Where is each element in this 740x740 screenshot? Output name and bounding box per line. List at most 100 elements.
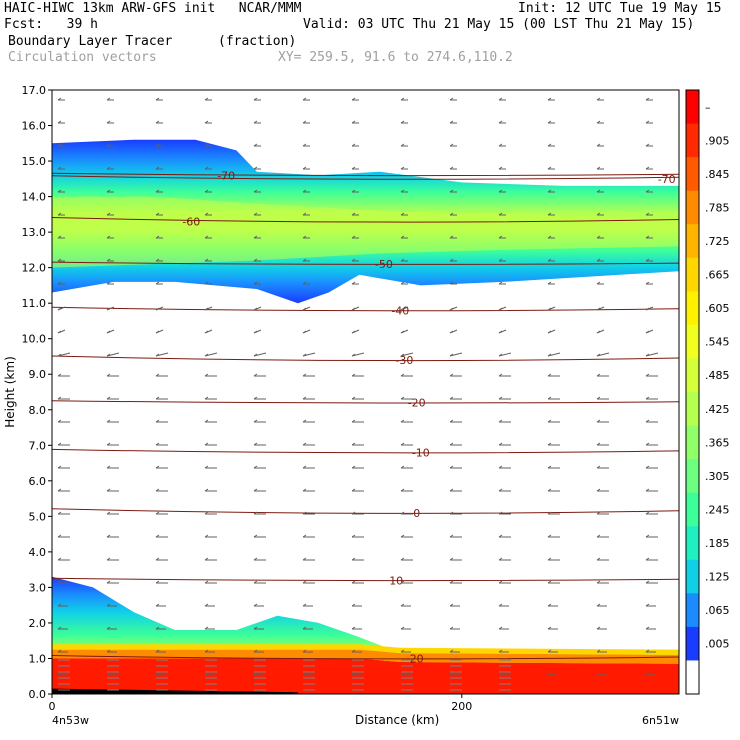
- vector-head: [204, 212, 209, 216]
- y-tick-label: 9.0: [29, 368, 47, 381]
- vector-head: [351, 580, 356, 584]
- vector-head: [645, 258, 650, 262]
- vector-head: [596, 649, 601, 653]
- colorbar-label: .365: [705, 436, 730, 449]
- vector-head: [351, 672, 356, 676]
- vector-head: [498, 166, 503, 170]
- vector-head: [645, 330, 650, 334]
- vector-head: [498, 235, 503, 239]
- x-start-label: 4n53w: [52, 714, 89, 727]
- vector-head: [449, 511, 454, 515]
- vector-head: [302, 120, 307, 124]
- temperature-contour: [52, 261, 679, 265]
- vector-head: [351, 235, 356, 239]
- vector-head: [547, 258, 552, 262]
- vector-head: [498, 120, 503, 124]
- circulation-vector: [302, 352, 316, 357]
- vector-head: [253, 307, 258, 311]
- vector-head: [498, 557, 503, 561]
- vector-head: [351, 465, 356, 469]
- x-tick-label: 200: [451, 700, 472, 713]
- vector-head: [204, 307, 209, 311]
- vector-head: [351, 419, 356, 423]
- colorbar-swatch: [686, 526, 699, 561]
- vector-head: [596, 465, 601, 469]
- vector-head: [57, 580, 62, 584]
- contour-label: -10: [412, 446, 430, 459]
- vector-head: [57, 396, 62, 400]
- vector-head: [400, 166, 405, 170]
- vector-head: [596, 258, 601, 262]
- vector-head: [400, 120, 405, 124]
- vector-head: [351, 330, 356, 334]
- vector-head: [155, 235, 160, 239]
- colorbar-label: –: [705, 101, 711, 114]
- colorbar-label: .545: [705, 336, 730, 349]
- y-axis-title: Height (km): [3, 356, 17, 427]
- vector-head: [498, 580, 503, 584]
- vector-head: [57, 603, 62, 607]
- vector-head: [449, 488, 454, 492]
- vector-head: [547, 649, 552, 653]
- vector-head: [547, 419, 552, 423]
- vector-head: [302, 143, 307, 147]
- vector-head: [57, 212, 62, 216]
- vector-head: [547, 353, 552, 357]
- vector-head: [400, 557, 405, 561]
- vector-head: [106, 626, 111, 630]
- y-tick-label: 14.0: [22, 191, 47, 204]
- vector-head: [400, 189, 405, 193]
- vector-head: [351, 557, 356, 561]
- vector-head: [155, 212, 160, 216]
- colorbar-label: .425: [705, 403, 730, 416]
- vector-head: [351, 626, 356, 630]
- vector-head: [302, 419, 307, 423]
- vector-head: [253, 580, 258, 584]
- vector-head: [204, 488, 209, 492]
- vector-head: [596, 534, 601, 538]
- vector-head: [57, 626, 62, 630]
- vector-head: [57, 534, 62, 538]
- vector-head: [498, 373, 503, 377]
- vector-head: [498, 626, 503, 630]
- vector-head: [106, 649, 111, 653]
- vector-head: [449, 212, 454, 216]
- vector-head: [449, 419, 454, 423]
- vector-head: [449, 373, 454, 377]
- vector-head: [155, 166, 160, 170]
- vector-head: [351, 373, 356, 377]
- vector-head: [253, 603, 258, 607]
- vector-head: [449, 442, 454, 446]
- vector-head: [204, 353, 209, 357]
- y-tick-label: 3.0: [29, 581, 47, 594]
- vector-head: [106, 330, 111, 334]
- vector-head: [106, 166, 111, 170]
- colorbar-swatch: [686, 392, 699, 427]
- vector-head: [204, 166, 209, 170]
- colorbar-swatch: [686, 492, 699, 527]
- vector-head: [645, 511, 650, 515]
- vector-head: [547, 373, 552, 377]
- vector-head: [400, 672, 405, 676]
- contour-label: -20: [408, 397, 426, 410]
- vector-head: [645, 97, 650, 101]
- temperature-contour: [52, 172, 679, 177]
- vector-head: [547, 120, 552, 124]
- vector-head: [449, 580, 454, 584]
- vector-head: [400, 212, 405, 216]
- contour-label: -60: [182, 216, 200, 229]
- vector-head: [57, 442, 62, 446]
- colorbar-label: .605: [705, 302, 730, 315]
- vector-head: [449, 258, 454, 262]
- vector-head: [400, 649, 405, 653]
- vector-head: [400, 143, 405, 147]
- y-tick-label: 17.0: [22, 84, 47, 97]
- vector-head: [449, 626, 454, 630]
- vector-head: [204, 330, 209, 334]
- vector-head: [204, 580, 209, 584]
- y-tick-label: 11.0: [22, 297, 47, 310]
- vector-head: [498, 330, 503, 334]
- contour-label: 20: [410, 653, 424, 666]
- vector-head: [498, 396, 503, 400]
- vector-head: [351, 281, 356, 285]
